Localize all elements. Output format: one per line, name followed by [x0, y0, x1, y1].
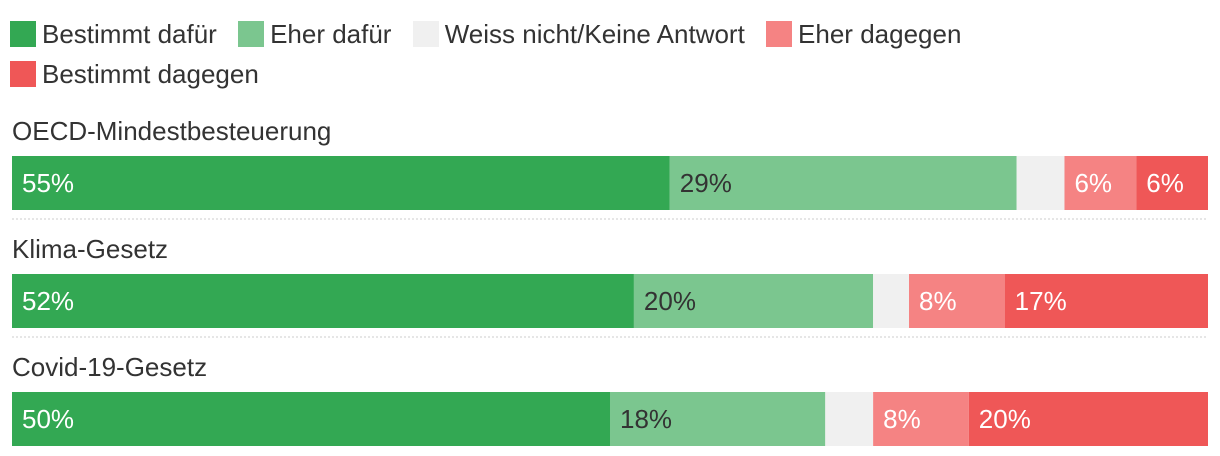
segment-value-label: 20% [644, 286, 696, 316]
bar-segment [12, 274, 634, 328]
bar-segment [610, 392, 826, 446]
bar-segment [825, 392, 874, 446]
bar-segment [1064, 156, 1137, 210]
legend-label: Weiss nicht/Keine Antwort [444, 19, 745, 49]
bar-segment [12, 392, 610, 446]
segment-value-label: 18% [620, 404, 672, 434]
legend-swatch-bestimmt-dafuer [10, 21, 36, 47]
legend-label: Bestimmt dafür [42, 19, 217, 49]
row-label: OECD-Mindestbesteuerung [12, 116, 331, 146]
bar-segment [873, 392, 969, 446]
row-label: Klima-Gesetz [12, 234, 168, 264]
segment-value-label: 52% [22, 286, 74, 316]
bar-segment [633, 274, 874, 328]
segment-value-label: 55% [22, 168, 74, 198]
legend-item-eher-dagegen: Eher dagegen [766, 14, 961, 54]
legend-label: Eher dafür [270, 19, 392, 49]
segment-value-label: 6% [1146, 168, 1184, 198]
legend-item-bestimmt-dafuer: Bestimmt dafür [10, 14, 217, 54]
segment-value-label: 8% [919, 286, 957, 316]
bar-segment [12, 156, 670, 210]
bar-segment [873, 274, 909, 328]
segment-value-label: 50% [22, 404, 74, 434]
segment-value-label: 20% [979, 404, 1031, 434]
bar-segment [1016, 156, 1065, 210]
legend-item-bestimmt-dagegen: Bestimmt dagegen [10, 54, 259, 94]
bar-segment [669, 156, 1017, 210]
legend: Bestimmt dafür Eher dafür Weiss nicht/Ke… [10, 14, 1210, 94]
segment-value-label: 17% [1015, 286, 1067, 316]
legend-swatch-eher-dafuer [238, 21, 265, 47]
legend-label: Bestimmt dagegen [42, 59, 259, 89]
legend-item-weiss-nicht: Weiss nicht/Keine Antwort [412, 14, 745, 54]
row-label: Covid-19-Gesetz [12, 352, 207, 382]
legend-swatch-weiss-nicht [412, 21, 439, 47]
segment-value-label: 8% [883, 404, 921, 434]
bar-segment [1136, 156, 1208, 210]
legend-item-eher-dafuer: Eher dafür [238, 14, 391, 54]
legend-swatch-eher-dagegen [766, 21, 793, 47]
segment-value-label: 29% [680, 168, 732, 198]
legend-label: Eher dagegen [798, 19, 962, 49]
segment-value-label: 6% [1074, 168, 1112, 198]
bar-segment [968, 392, 1208, 446]
legend-swatch-bestimmt-dagegen [10, 61, 36, 87]
bar-segment [909, 274, 1005, 328]
bar-segment [1004, 274, 1208, 328]
